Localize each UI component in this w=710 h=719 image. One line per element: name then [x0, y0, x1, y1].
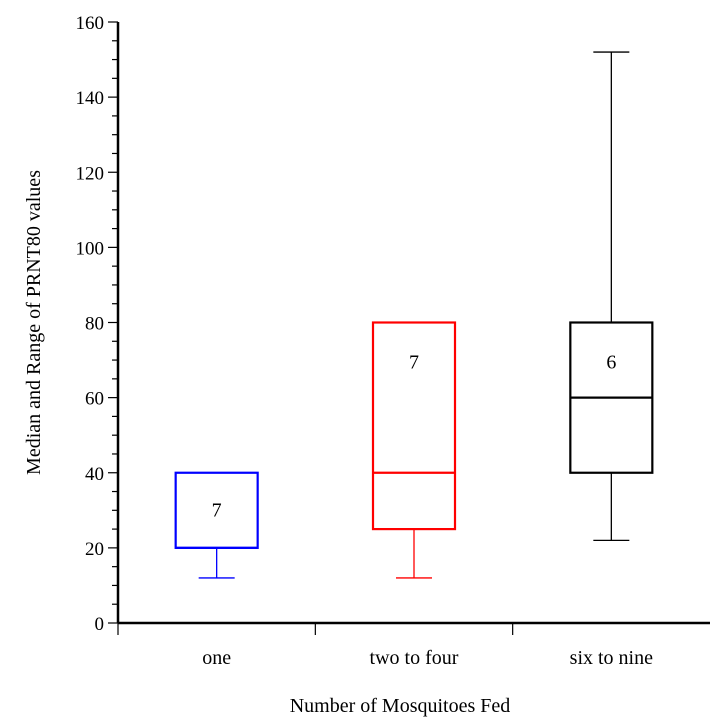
y-tick-label: 80 — [85, 314, 104, 335]
box-rect — [371, 321, 457, 531]
box-count-label: 7 — [409, 352, 419, 374]
box-1: 7 — [371, 321, 457, 579]
y-tick-label: 120 — [76, 163, 105, 184]
x-category-label: two to four — [370, 647, 459, 669]
y-axis-title: Median and Range of PRNT80 values — [23, 170, 45, 475]
y-tick-label: 60 — [85, 389, 104, 410]
y-tick-label: 40 — [85, 464, 104, 485]
y-tick-label: 0 — [95, 614, 105, 635]
box-count-label: 7 — [212, 499, 222, 521]
x-category-label: six to nine — [570, 647, 653, 669]
box-2: 6 — [569, 51, 654, 542]
box-count-label: 6 — [606, 352, 616, 374]
y-tick-label: 160 — [76, 13, 105, 34]
x-category-label: one — [202, 647, 231, 669]
y-tick-label: 140 — [76, 88, 105, 109]
x-axis-ticks: one two to four six to nine — [117, 623, 653, 669]
box-series: 7 7 6 — [174, 51, 654, 579]
box-0: 7 — [174, 471, 259, 579]
y-tick-label: 100 — [76, 238, 105, 259]
y-axis-ticks: 0 20 40 60 80 100 120 140 160 — [76, 13, 118, 635]
y-tick-label: 20 — [85, 539, 104, 560]
x-axis-title: Number of Mosquitoes Fed — [290, 695, 511, 717]
